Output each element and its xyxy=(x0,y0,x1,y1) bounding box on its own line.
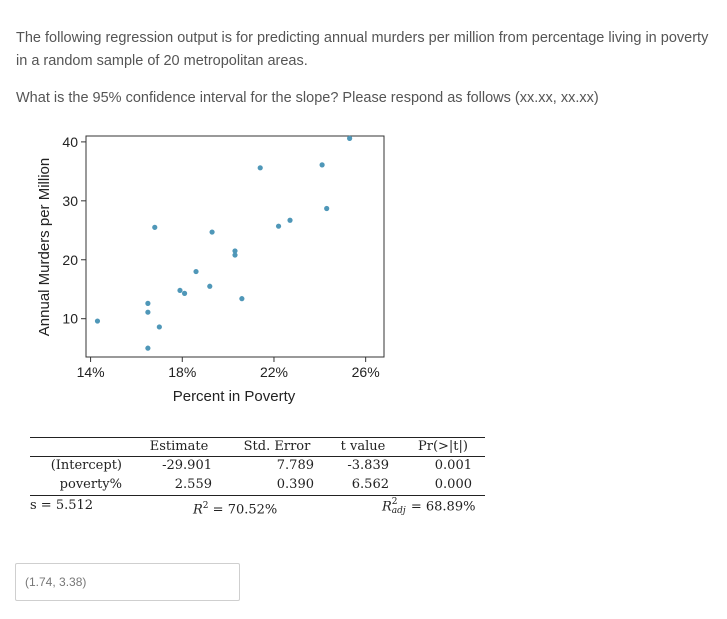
scatter-point xyxy=(181,290,188,296)
row-poverty-t-value: 6.562 xyxy=(351,477,389,492)
row-intercept-name: (Intercept) xyxy=(50,458,122,473)
plot-frame xyxy=(85,135,385,358)
answer-input[interactable] xyxy=(15,563,240,601)
y-tick-label: 20 xyxy=(62,252,78,268)
scatter-point xyxy=(347,135,353,141)
x-tick-label: 22% xyxy=(260,364,288,380)
scatter-point xyxy=(145,300,151,306)
x-tick-label: 14% xyxy=(77,364,105,380)
row-poverty-std-error: 0.390 xyxy=(276,477,314,492)
table-top-rule xyxy=(30,437,485,438)
scatter-point xyxy=(193,268,199,275)
r-squared-adj: R 2 adj = 68.89% xyxy=(382,497,476,516)
scatter-point xyxy=(239,296,245,302)
scatter-plot: 10 20 30 40 14% 18% 22% 26% Percent in Poverty… xyxy=(36,134,385,405)
scatter-point xyxy=(324,205,330,212)
scatter-point xyxy=(156,324,162,330)
r-squared: R2 = 70.52% xyxy=(193,501,278,518)
scatter-point xyxy=(232,248,238,254)
question-text: The following regression output is for p… xyxy=(16,30,709,69)
header-t-value: t value xyxy=(340,439,386,454)
header-std-error: Std. Error xyxy=(243,439,311,454)
scatter-point xyxy=(319,162,325,168)
scatter-point xyxy=(275,223,282,229)
x-tick-label: 26% xyxy=(352,364,380,380)
r-squared-adj-subscript: adj xyxy=(391,506,406,516)
r-squared-adj-value: = 68.89% xyxy=(406,499,476,515)
row-poverty-estimate: 2.559 xyxy=(174,477,212,492)
row-intercept-p-value: 0.001 xyxy=(434,458,472,473)
table-bottom-rule xyxy=(30,495,485,496)
r-squared-value: = 70.52% xyxy=(208,502,278,518)
y-axis-label: Annual Murders per Million xyxy=(36,158,53,336)
scatter-point xyxy=(145,345,151,351)
r-squared-adj-symbol: R xyxy=(382,499,392,515)
question-prompt: What is the 95% confidence interval for … xyxy=(16,90,599,106)
y-tick-label: 10 xyxy=(62,311,78,327)
x-axis-label: Percent in Poverty xyxy=(173,388,296,405)
row-intercept-std-error: 7.789 xyxy=(276,458,314,473)
x-tick-label: 18% xyxy=(168,364,196,380)
header-estimate: Estimate xyxy=(149,439,209,454)
residual-se: s = 5.512 xyxy=(30,498,94,513)
scatter-point xyxy=(94,318,101,324)
scatter-point xyxy=(257,165,263,171)
y-tick-label: 30 xyxy=(62,193,78,209)
row-poverty-name: poverty% xyxy=(59,477,122,492)
scatter-point xyxy=(145,309,151,315)
scatter-point xyxy=(177,287,183,294)
r-squared-symbol: R xyxy=(193,502,203,518)
scatter-point xyxy=(207,283,213,289)
header-p-value: Pr(>|t|) xyxy=(418,439,468,454)
y-tick-label: 40 xyxy=(62,134,78,150)
scatter-point xyxy=(232,252,238,258)
row-poverty-p-value: 0.000 xyxy=(434,477,472,492)
scatter-point xyxy=(152,224,158,230)
row-intercept-estimate: -29.901 xyxy=(162,458,212,473)
scatter-point xyxy=(287,217,293,223)
regression-output-table: Estimate Std. Error t value Pr(>|t|) (In… xyxy=(30,436,492,518)
scatter-point xyxy=(209,229,215,235)
table-header-rule xyxy=(30,456,485,457)
row-intercept-t-value: -3.839 xyxy=(347,458,389,473)
